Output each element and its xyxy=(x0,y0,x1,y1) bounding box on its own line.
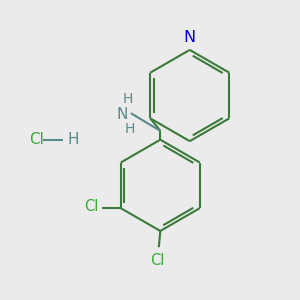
Text: N: N xyxy=(116,107,128,122)
Text: Cl: Cl xyxy=(29,132,44,147)
Text: H: H xyxy=(124,122,135,136)
Text: N: N xyxy=(184,31,196,46)
Text: H: H xyxy=(123,92,133,106)
Text: Cl: Cl xyxy=(84,199,99,214)
Text: H: H xyxy=(68,132,79,147)
Text: Cl: Cl xyxy=(150,253,164,268)
